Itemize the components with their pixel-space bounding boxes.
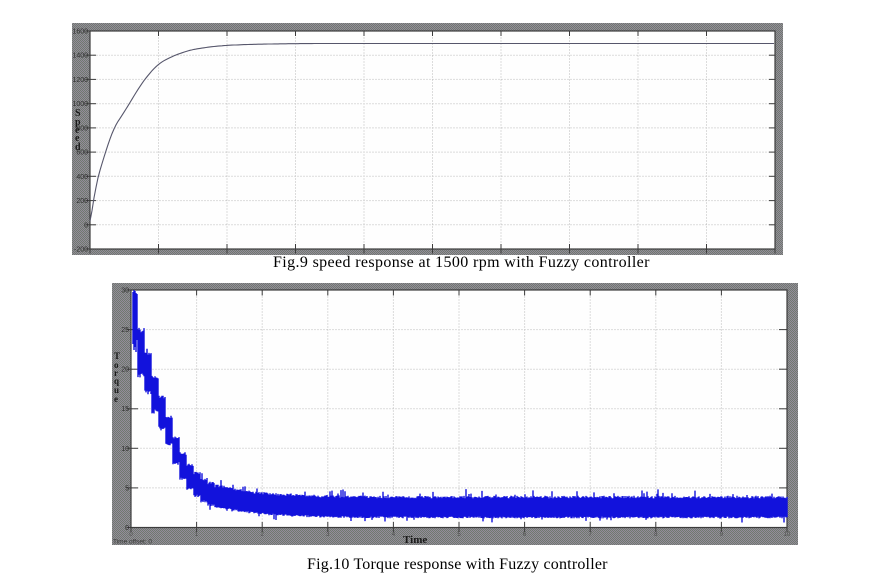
svg-text:0: 0 [129, 532, 133, 538]
svg-text:u: u [114, 385, 119, 395]
svg-text:o: o [114, 360, 119, 370]
svg-text:Time offset: 0: Time offset: 0 [113, 539, 152, 546]
svg-text:800: 800 [76, 125, 88, 132]
svg-text:-200: -200 [74, 247, 88, 254]
svg-text:S: S [75, 108, 81, 119]
svg-text:T: T [114, 351, 120, 361]
svg-text:e: e [75, 125, 80, 136]
svg-text:d: d [75, 142, 81, 153]
svg-text:10: 10 [784, 532, 791, 538]
svg-text:9: 9 [720, 532, 724, 538]
svg-text:1: 1 [195, 532, 199, 538]
svg-text:200: 200 [76, 198, 88, 205]
svg-text:0: 0 [84, 222, 88, 229]
svg-text:e: e [75, 133, 80, 144]
svg-text:1600: 1600 [72, 29, 88, 36]
svg-text:6: 6 [523, 532, 527, 538]
svg-text:r: r [114, 368, 118, 378]
svg-text:1400: 1400 [72, 53, 88, 60]
svg-text:7: 7 [589, 532, 593, 538]
svg-text:25: 25 [121, 327, 129, 334]
svg-text:400: 400 [76, 174, 88, 181]
svg-text:5: 5 [125, 485, 129, 492]
svg-text:1200: 1200 [72, 77, 88, 84]
svg-text:e: e [114, 394, 118, 404]
svg-text:3: 3 [326, 532, 330, 538]
svg-text:15: 15 [121, 406, 129, 413]
svg-text:20: 20 [121, 367, 129, 374]
svg-text:10: 10 [121, 446, 129, 453]
svg-text:8: 8 [654, 532, 658, 538]
svg-text:1000: 1000 [72, 101, 88, 108]
svg-text:Time: Time [403, 534, 427, 545]
svg-text:5: 5 [457, 532, 461, 538]
svg-text:4: 4 [392, 532, 396, 538]
svg-text:0: 0 [125, 525, 129, 532]
svg-text:p: p [75, 117, 81, 128]
svg-text:600: 600 [76, 150, 88, 157]
svg-text:30: 30 [121, 288, 129, 295]
svg-text:2: 2 [261, 532, 265, 538]
svg-text:q: q [114, 376, 119, 386]
